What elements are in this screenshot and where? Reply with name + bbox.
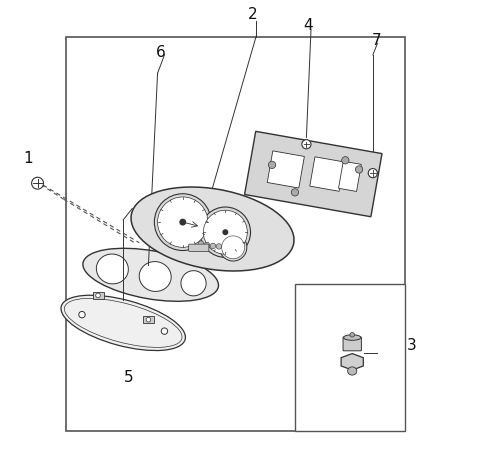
Ellipse shape — [181, 271, 206, 296]
Circle shape — [198, 241, 204, 246]
Bar — [143, 316, 154, 323]
Circle shape — [204, 210, 247, 254]
Polygon shape — [267, 151, 304, 188]
Polygon shape — [310, 157, 344, 191]
Circle shape — [96, 293, 100, 298]
Circle shape — [210, 243, 216, 249]
Ellipse shape — [61, 295, 185, 350]
Circle shape — [350, 333, 355, 337]
Bar — [198, 250, 209, 257]
Text: 1: 1 — [24, 151, 33, 165]
Circle shape — [342, 157, 349, 164]
Circle shape — [204, 242, 210, 248]
Circle shape — [222, 236, 245, 259]
Text: 6: 6 — [156, 45, 166, 60]
Circle shape — [155, 237, 160, 241]
Circle shape — [146, 317, 151, 322]
Bar — [152, 235, 163, 243]
Ellipse shape — [348, 367, 357, 375]
Circle shape — [355, 166, 363, 173]
Bar — [295, 284, 405, 431]
Bar — [66, 37, 405, 431]
Circle shape — [219, 234, 247, 261]
Circle shape — [157, 197, 208, 247]
Circle shape — [302, 140, 311, 149]
Text: 2: 2 — [248, 7, 258, 22]
Circle shape — [201, 251, 205, 256]
Text: 4: 4 — [303, 18, 312, 33]
FancyBboxPatch shape — [343, 337, 361, 351]
Text: 7: 7 — [372, 33, 381, 48]
Circle shape — [216, 244, 222, 249]
Circle shape — [161, 328, 168, 334]
Circle shape — [223, 230, 228, 234]
Polygon shape — [245, 131, 382, 217]
Polygon shape — [341, 354, 363, 370]
Polygon shape — [338, 161, 361, 191]
Text: 5: 5 — [124, 371, 134, 385]
Circle shape — [155, 194, 211, 251]
FancyBboxPatch shape — [189, 244, 209, 251]
Bar — [93, 292, 104, 299]
Circle shape — [268, 161, 276, 169]
Ellipse shape — [344, 335, 361, 340]
Circle shape — [291, 189, 299, 196]
Circle shape — [368, 169, 377, 178]
Circle shape — [32, 177, 44, 189]
Circle shape — [79, 311, 85, 318]
Ellipse shape — [96, 254, 128, 284]
Ellipse shape — [139, 262, 171, 291]
Circle shape — [200, 207, 251, 257]
Ellipse shape — [83, 248, 218, 301]
Ellipse shape — [131, 187, 294, 271]
Circle shape — [180, 219, 185, 225]
Text: 3: 3 — [407, 338, 417, 353]
